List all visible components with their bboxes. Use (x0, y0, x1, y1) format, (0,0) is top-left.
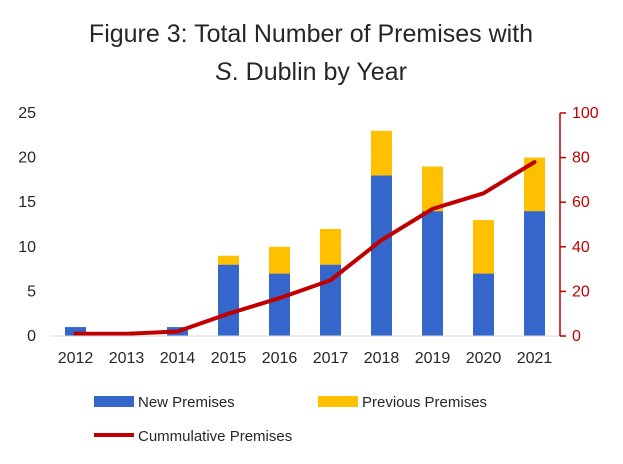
x-tick-label-2015: 2015 (211, 350, 247, 367)
x-tick-label-2016: 2016 (262, 350, 298, 367)
y-right-tick-label-0: 0 (572, 328, 581, 345)
y-left-tick-label-10: 10 (18, 239, 36, 256)
bar-new-2018 (371, 175, 392, 336)
bar-previous-2019 (422, 166, 443, 212)
x-tick-label-2017: 2017 (313, 350, 349, 367)
axes: 2012 2013 2014 2015 2016 2017 2018 2019 2020 2021… (18, 105, 599, 367)
bar-previous-2015 (218, 255, 239, 265)
y-right-tick-label-60: 60 (572, 194, 590, 211)
x-tick-label-2021: 2021 (517, 350, 553, 367)
y-right-tick-label-100: 100 (572, 105, 599, 122)
y-left-tick-label-5: 5 (27, 283, 36, 300)
chart-title-line-2: S. Dublin by Year (215, 58, 407, 86)
legend-label-new-premises: New Premises (138, 394, 235, 411)
bar-new-2021 (524, 211, 545, 336)
bar-previous-2018 (371, 130, 392, 176)
legend: New Premises Previous Premises Cummulative… (94, 394, 487, 445)
bar-previous-2020 (473, 220, 494, 274)
bar-previous-2017 (320, 228, 341, 265)
chart-title-rest: . Dublin by Year (232, 58, 407, 86)
bar-new-2020 (473, 273, 494, 336)
bar-new-2015 (218, 264, 239, 336)
x-tick-label-2019: 2019 (415, 350, 451, 367)
y-left-tick-label-20: 20 (18, 150, 36, 167)
x-tick-label-2020: 2020 (466, 350, 502, 367)
y-right-tick-label-80: 80 (572, 150, 590, 167)
y-right-tick-label-20: 20 (572, 283, 590, 300)
line-cumulative-premises (73, 160, 537, 336)
y-right-tick-label-40: 40 (572, 239, 590, 256)
legend-label-cumulative-premises: Cummulative Premises (138, 428, 292, 445)
legend-label-previous-premises: Previous Premises (362, 394, 487, 411)
y-left-tick-label-15: 15 (18, 194, 36, 211)
bar-previous-2021 (524, 157, 545, 212)
x-tick-label-2018: 2018 (364, 350, 400, 367)
plot-area (65, 130, 545, 336)
legend-swatch-new-premises (94, 396, 134, 407)
bar-new-2019 (422, 211, 443, 336)
bar-previous-2016 (269, 246, 290, 274)
chart-title-line-1: Figure 3: Total Number of Premises with (89, 20, 533, 48)
y-left-tick-label-25: 25 (18, 105, 36, 122)
legend-swatch-previous-premises (318, 396, 358, 407)
bar-new-2012 (65, 327, 86, 336)
x-tick-label-2014: 2014 (160, 350, 196, 367)
bar-new-2016 (269, 273, 290, 336)
y-left-tick-label-0: 0 (27, 328, 36, 345)
chart-title-italic: S (215, 58, 232, 86)
x-tick-label-2013: 2013 (109, 350, 145, 367)
x-tick-label-2012: 2012 (58, 350, 94, 367)
